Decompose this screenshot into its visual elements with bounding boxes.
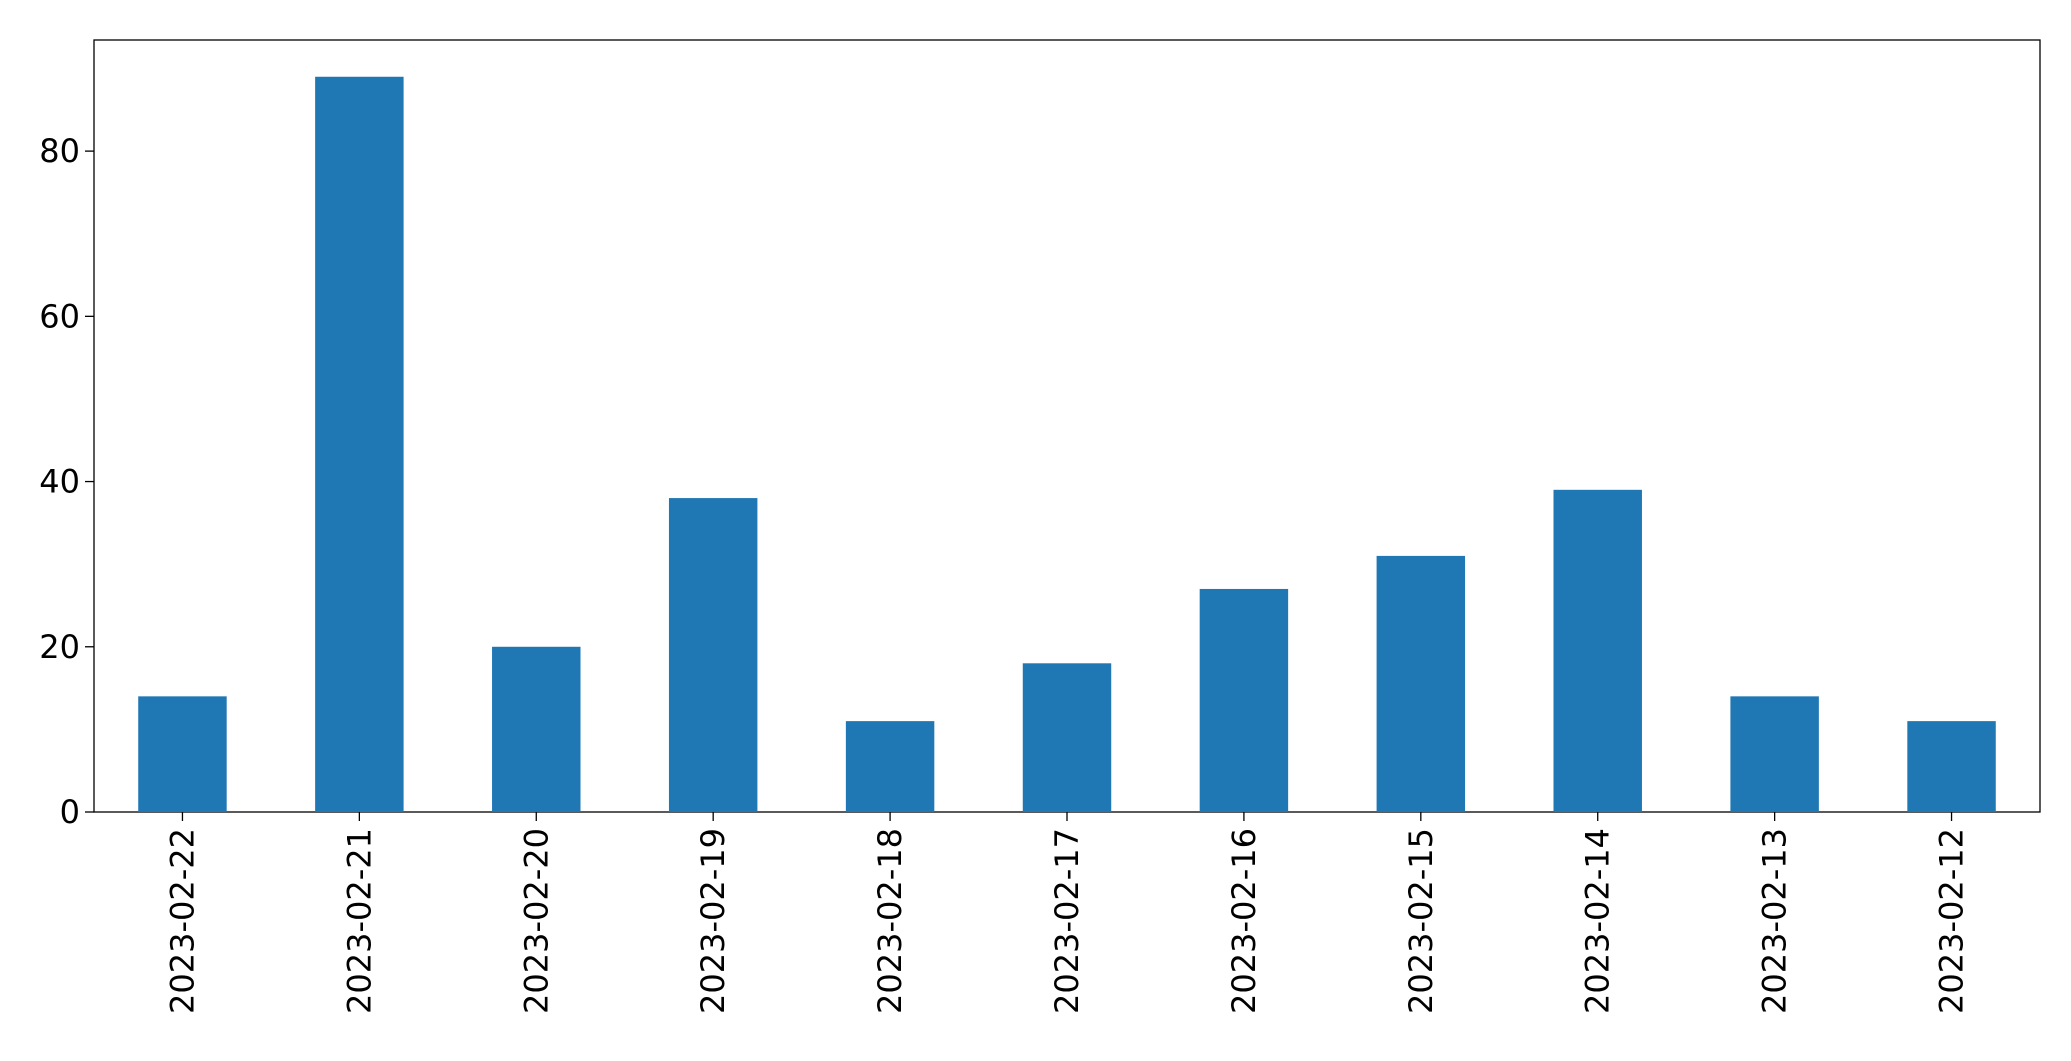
- bar: [138, 696, 227, 812]
- bar: [315, 76, 404, 812]
- x-tick-label: 2023-02-19: [694, 828, 732, 1014]
- bar: [492, 646, 581, 812]
- bar: [845, 721, 935, 812]
- x-tick-label: 2023-02-14: [1579, 828, 1617, 1014]
- y-tick-label: 40: [39, 463, 80, 501]
- x-tick-label: 2023-02-12: [1933, 828, 1971, 1014]
- x-tick-label: 2023-02-22: [163, 828, 201, 1014]
- y-tick-label: 20: [39, 628, 80, 666]
- x-tick-label: 2023-02-15: [1402, 828, 1440, 1014]
- bar: [1376, 555, 1466, 812]
- x-tick-label: 2023-02-13: [1756, 828, 1794, 1014]
- x-tick-label: 2023-02-16: [1225, 828, 1263, 1014]
- bar: [1730, 696, 1819, 812]
- bar: [1199, 588, 1289, 812]
- bar: [1907, 721, 1996, 812]
- y-tick-label: 80: [39, 132, 80, 170]
- y-tick-label: 0: [60, 793, 80, 831]
- x-tick-label: 2023-02-20: [517, 828, 555, 1014]
- bar: [668, 498, 758, 812]
- bar: [1553, 489, 1642, 812]
- bar: [1022, 663, 1112, 812]
- x-tick-label: 2023-02-21: [340, 828, 378, 1014]
- x-tick-label: 2023-02-17: [1048, 828, 1086, 1014]
- y-tick-label: 60: [39, 297, 80, 335]
- x-tick-label: 2023-02-18: [871, 828, 909, 1014]
